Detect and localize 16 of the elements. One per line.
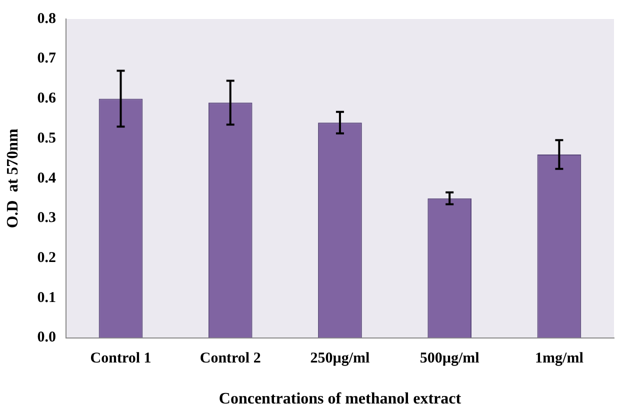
y-tick-label: 0.7 [37, 50, 56, 67]
y-tick-label: 0.2 [37, 250, 56, 266]
x-tick-label: 1mg/ml [535, 350, 584, 367]
x-tick-label: 500µg/ml [420, 350, 480, 367]
y-axis-title: O.D at 570nm [4, 128, 22, 228]
y-tick-label: 0.6 [37, 90, 56, 107]
y-tick-label: 0.4 [37, 170, 56, 186]
x-tick-label: 250µg/ml [310, 350, 370, 367]
x-tick-label: Control 1 [90, 350, 152, 367]
x-axis-title: Concentrations of methanol extract [218, 390, 462, 408]
y-tick-label: 0.3 [37, 210, 56, 226]
y-tick-label: 0.0 [37, 330, 56, 346]
x-tick-label: Control 2 [200, 350, 261, 367]
y-tick-label: 0.1 [37, 290, 56, 306]
y-tick-label: 0.5 [37, 130, 56, 146]
y-tick-label: 0.8 [37, 10, 56, 27]
